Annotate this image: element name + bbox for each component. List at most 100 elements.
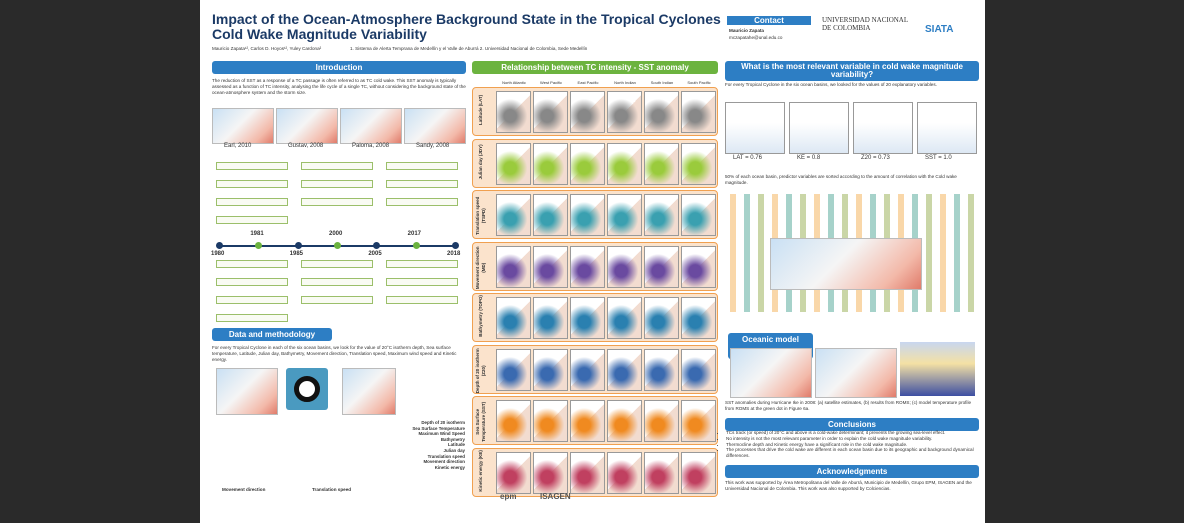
scatter-panel [681,297,716,339]
method-heading: Data and methodology [212,328,332,341]
note-box [386,260,458,268]
variable: Depth of 20 isotherm [421,420,465,425]
row-label: Kinetic energy (KE) [478,449,484,492]
scatter-panel [496,245,531,288]
variable: Julian day [443,447,465,453]
affiliations: 1. Sistema de Alerta Temprana de Medellí… [350,46,588,51]
map-caption: Earl, 2010 [224,143,252,149]
timeline-dot [334,242,341,249]
intro-map [212,108,274,144]
maps: Earl, 2010 Gustav, 2008 Paloma, 2008 Sandy,… [212,108,466,153]
scatter-panel [681,142,716,185]
intro-map [404,108,466,144]
timeline-year: 2017 [407,231,422,237]
scatter-panel [681,348,716,391]
scatter-panel [570,245,605,288]
note-box [216,180,288,188]
scatter-panel [496,194,531,236]
relevance-text: For every Tropical Cyclone in the six oc… [725,82,937,87]
scatter-panel [644,91,679,133]
note-box [216,198,288,206]
scatter-panel [533,142,568,185]
poster: Impact of the Ocean-Atmosphere Backgroun… [200,0,985,523]
variable: Kinetic energy [434,464,465,470]
intro-map [276,108,338,144]
row-label: Bathymetry (TOPO) [478,295,484,337]
scatter-panel [644,297,679,339]
note-box [216,216,288,224]
scatter-panel [681,400,716,442]
corr-label: KE = 0.8 [797,155,821,161]
scatter-panel [644,348,679,391]
ocean-map-a [730,348,812,398]
title: Impact of the Ocean-Atmosphere Backgroun… [212,11,721,42]
scatter-panel [496,400,531,442]
row-label: Julian day (JDY) [478,143,484,179]
logo-siata: SIATA [925,24,954,35]
timeline-dot [373,242,381,249]
note-box [216,162,288,170]
variable: Maximum Wind Speed [418,431,465,437]
corr-panel [789,102,849,154]
relation-heading: Relationship between TC intensity - SST … [472,61,718,74]
note-box [301,296,373,304]
scatter-panel [496,348,531,391]
scatter-panel [681,91,716,133]
timeline-year: 1981 [250,231,264,237]
relevance-text2: 50% of each ocean basin, predictor varia… [725,174,957,185]
scatter-panel [533,245,568,288]
timeline-dot [452,242,459,249]
note-box [386,162,458,170]
scatter-panel [607,451,642,494]
contact-email: mczapatahe@unal.edu.co [729,35,783,40]
scatter-panel [681,194,716,236]
scatter-panel [496,142,531,185]
correlation-panels: LAT = 0.76 KE = 0.8 Z20 = 0.73 SST = 1.0 [725,92,979,170]
variable: Bathymetry [440,436,465,442]
timeline-year: 1985 [289,251,304,257]
ocean-caption: SST anomalies during Hurricane Ike in 20… [725,400,972,411]
scatter-panel [644,245,679,288]
world-map [770,238,922,290]
scatter-panel [607,91,642,133]
row-label: Latitude (LAT) [478,94,484,125]
scatter-panel [570,451,605,494]
corr-panel [853,102,913,154]
authors: Mauricio Zapata¹², Carlos D. Hoyos¹², Yu… [212,46,322,51]
scatter-panel [570,194,605,236]
intro-heading: Introduction [212,61,466,74]
corr-label: SST = 1.0 [925,155,952,161]
row-label: Translation speed (TSPD) [475,196,486,235]
intro-text: The reduction of SST as a response of a … [212,78,466,95]
corr-label: Z20 = 0.73 [861,155,890,161]
method-map2 [342,368,396,415]
scatter-panel [496,451,531,494]
scatter-panel [607,142,642,185]
timeline-dot [255,242,263,249]
conclusion-item: Thermocline depth and Kinetic energy hav… [726,442,985,448]
basin-label: North Atlantic [502,80,526,85]
note-box [216,296,288,304]
timeline-dot [294,242,302,249]
variable: Sea Surface Temperature [412,425,465,431]
timeline-year: 1980 [211,251,225,257]
variable: Latitude [447,442,465,448]
note-box [216,314,288,322]
scatter-panel [533,297,568,339]
variable: Movement direction [423,459,465,465]
relevance-heading: What is the most relevant variable in co… [725,61,979,81]
basin-label: South Indian [650,80,674,85]
note-box [301,180,373,188]
ocean-map-b [815,348,897,398]
basin-label: East Pacific [577,80,599,85]
scatter-panel [607,194,642,236]
logo-unal: UNIVERSIDAD NACIONAL DE COLOMBIA [822,16,908,32]
basin-label: North Indian [614,80,636,85]
ack-text: This work was supported by Área Metropol… [725,480,972,491]
scatter-panel [607,348,642,391]
movement-label: Movement direction [222,487,266,492]
note-box [216,260,288,268]
intro-map [340,108,402,144]
scatter-panel [681,451,716,494]
contact-name: Mauricio Zapata [729,28,764,33]
